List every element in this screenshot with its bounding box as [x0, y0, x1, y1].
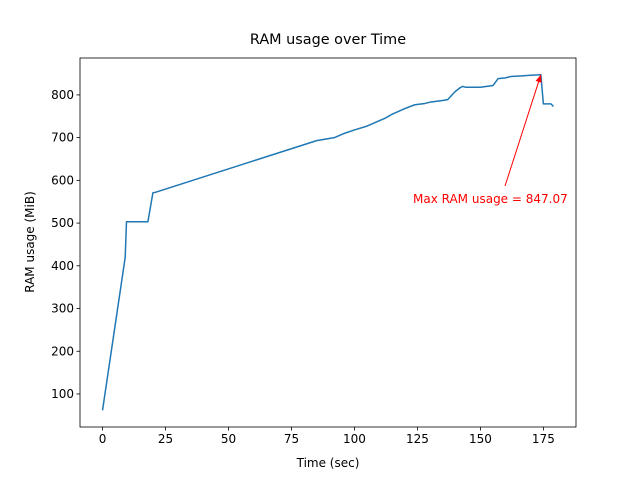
chart-title: RAM usage over Time	[250, 32, 406, 48]
plot-frame	[79, 57, 577, 428]
annotation-text: Max RAM usage = 847.07	[413, 192, 568, 206]
y-tick-label: 700	[51, 131, 74, 145]
y-tick-label: 500	[51, 216, 74, 230]
x-tick-label: 25	[158, 432, 173, 446]
annotation-arrowhead	[535, 74, 542, 83]
x-tick-label: 175	[532, 432, 555, 446]
x-tick-label: 100	[343, 432, 366, 446]
y-tick-label: 100	[51, 387, 74, 401]
x-tick-label: 125	[406, 432, 429, 446]
y-tick-label: 300	[51, 302, 74, 316]
y-tick-label: 800	[51, 88, 74, 102]
y-axis-label: RAM usage (MiB)	[23, 191, 37, 293]
x-tick-label: 75	[284, 432, 299, 446]
data-line	[101, 74, 554, 411]
annotation-arrow	[504, 74, 542, 187]
x-axis-label: Time (sec)	[296, 456, 360, 470]
x-tick-label: 50	[221, 432, 236, 446]
x-tick-label: 150	[469, 432, 492, 446]
x-tick-label: 0	[99, 432, 107, 446]
y-tick-label: 200	[51, 344, 74, 358]
y-tick-label: 400	[51, 259, 74, 273]
y-tick-label: 600	[51, 173, 74, 187]
